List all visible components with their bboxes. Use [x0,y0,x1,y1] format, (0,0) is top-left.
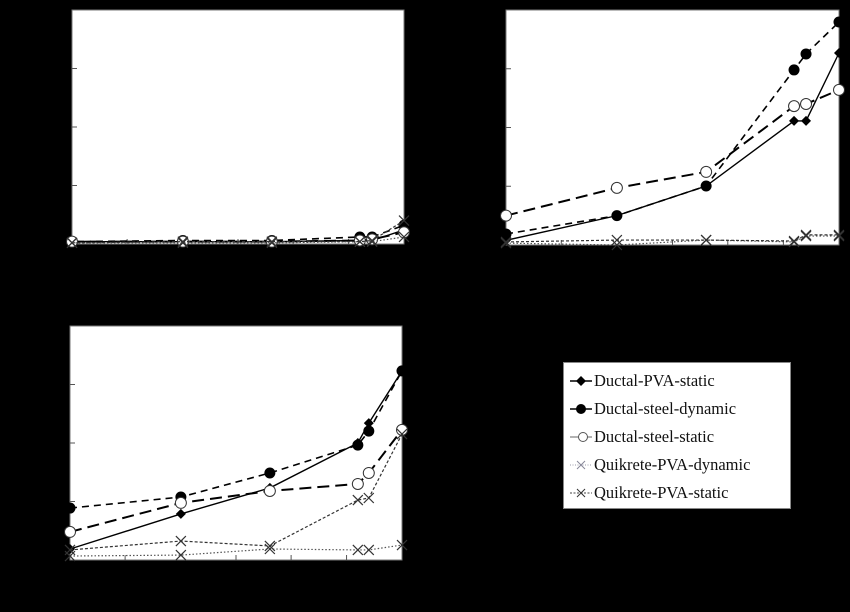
open-marker-icon [353,234,366,247]
x-marker-icon [398,231,410,243]
plot-area [505,9,840,246]
x-marker-icon [64,544,76,556]
chart-panel-top-right [500,9,845,251]
x-marker-icon [611,234,623,246]
legend-label: Ductal-steel-static [594,427,715,446]
open-marker-icon [700,165,713,178]
open-circle-marker-icon [570,432,592,442]
x-marker-icon [570,460,592,470]
x-marker-icon [396,539,408,551]
open-marker-icon [800,98,813,110]
open-marker-icon [833,83,845,96]
x-marker-icon [700,234,712,246]
filled-diamond-marker-icon [570,376,592,386]
dot-marker-icon [833,16,845,28]
dot-marker-icon [264,467,276,479]
chart-panel-top-left [66,9,410,249]
x-marker-icon [363,544,375,556]
x-marker-icon [800,229,812,241]
x-marker-icon [788,235,800,247]
x-marker-icon [66,237,78,249]
series-ductal-steel-static [500,83,845,222]
open-marker-icon [788,100,801,113]
x-marker-icon [396,428,408,440]
x-marker-icon [177,236,189,248]
legend-item-quikrete-pva-static: Quikrete-PVA-static [570,479,790,507]
x-marker-icon [175,549,187,561]
x-marker-icon [266,237,278,249]
series-quikrete-pva-static [64,428,408,556]
diamond-marker-icon [801,115,812,126]
chart-legend: Ductal-PVA-static Ductal-steel-dynamic D… [563,362,791,509]
dot-marker-icon [396,365,408,377]
open-marker-icon [174,496,187,509]
dot-marker-icon [700,180,712,192]
x-marker-icon [352,494,364,506]
plot-area [69,325,403,561]
series-ductal-steel-dynamic [500,16,845,240]
x-marker-icon [611,239,623,251]
x-marker-icon [175,535,187,547]
series-ductal-steel-static [64,423,408,538]
open-marker-icon [610,181,623,194]
series-quikrete-pva-dynamic [500,230,845,251]
series-quikrete-pva-static [66,215,410,249]
legend-label: Ductal-steel-dynamic [594,399,737,418]
diamond-marker-icon [175,508,186,519]
legend-item-ductal-steel-static: Ductal-steel-static [570,423,790,451]
dot-marker-icon [788,64,800,76]
open-marker-icon [351,477,364,490]
diamond-marker-icon [363,418,374,429]
x-marker-icon [366,235,378,246]
dot-marker-icon [352,439,364,451]
open-marker-icon [66,235,78,248]
x-marker-icon [266,236,278,248]
x-marker-icon [800,230,812,242]
diamond-marker-icon [65,544,75,555]
legend-label: Quikrete-PVA-dynamic [594,455,751,474]
x-marker-icon [363,492,375,504]
x-marker-icon [788,236,800,248]
open-marker-icon [362,466,375,479]
legend-item-ductal-steel-dynamic: Ductal-steel-dynamic [570,395,790,423]
diamond-marker-icon [834,48,844,59]
legend-item-ductal-pva-static: Ductal-PVA-static [570,367,790,395]
dot-marker-icon [64,502,76,514]
open-marker-icon [64,525,76,538]
x-marker-icon [833,229,845,241]
legend-item-quikrete-pva-dynamic: Quikrete-PVA-dynamic [570,451,790,479]
x-marker-icon [500,237,512,249]
x-marker-icon [354,236,366,248]
x-marker-icon [833,230,845,242]
legend-label: Ductal-PVA-static [594,371,715,390]
dot-marker-icon [500,228,512,240]
open-marker-icon [500,209,512,222]
chart-panel-bottom-left [64,325,408,562]
filled-circle-marker-icon [570,404,592,414]
dot-marker-icon [611,210,623,222]
x-marker-icon [352,544,364,556]
dot-marker-icon [363,425,375,437]
plot-area [71,9,405,245]
x-marker-icon [177,237,189,249]
x-marker-icon [264,540,276,552]
legend-label: Quikrete-PVA-static [594,483,729,502]
x-marker-icon [366,236,378,248]
open-marker-icon [263,484,276,497]
dot-marker-icon [800,48,812,60]
x-marker-icon [398,215,410,227]
series-quikrete-pva-static [500,229,845,248]
x-marker-icon [570,488,592,498]
open-marker-icon [366,233,379,246]
x-marker-icon [500,236,512,248]
diamond-marker-icon [789,115,800,126]
